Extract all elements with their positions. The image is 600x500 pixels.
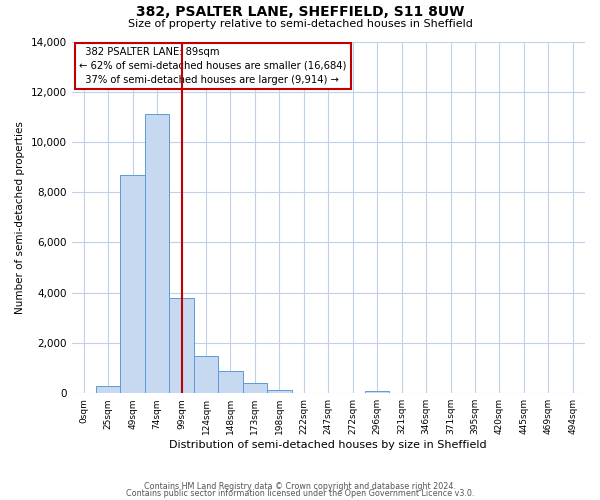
Text: Size of property relative to semi-detached houses in Sheffield: Size of property relative to semi-detach… (128, 19, 472, 29)
Bar (194, 356, 218, 393)
Y-axis label: Number of semi-detached properties: Number of semi-detached properties (15, 121, 25, 314)
Bar (218, 370, 242, 393)
Bar (267, 390, 292, 393)
Text: 382 PSALTER LANE: 89sqm
← 62% of semi-detached houses are smaller (16,684)
  37%: 382 PSALTER LANE: 89sqm ← 62% of semi-de… (79, 47, 347, 85)
Bar (169, 298, 194, 393)
Text: Contains public sector information licensed under the Open Government Licence v3: Contains public sector information licen… (126, 488, 474, 498)
Text: Contains HM Land Registry data © Crown copyright and database right 2024.: Contains HM Land Registry data © Crown c… (144, 482, 456, 491)
Bar (242, 383, 267, 393)
Bar (96, 386, 121, 393)
X-axis label: Distribution of semi-detached houses by size in Sheffield: Distribution of semi-detached houses by … (169, 440, 487, 450)
Bar (145, 114, 169, 393)
Bar (121, 174, 145, 393)
Bar (365, 391, 389, 393)
Text: 382, PSALTER LANE, SHEFFIELD, S11 8UW: 382, PSALTER LANE, SHEFFIELD, S11 8UW (136, 5, 464, 19)
